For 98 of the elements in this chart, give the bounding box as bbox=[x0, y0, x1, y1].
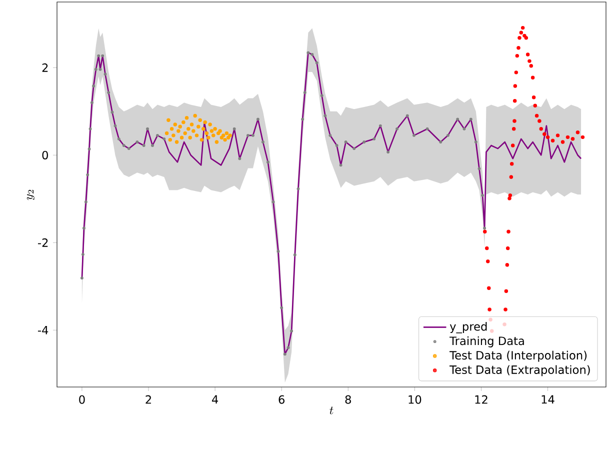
point bbox=[556, 134, 560, 138]
point bbox=[505, 263, 510, 267]
point bbox=[170, 126, 174, 131]
point bbox=[168, 138, 172, 142]
point bbox=[560, 140, 565, 144]
point bbox=[570, 137, 575, 141]
legend-label: Test Data (Interpolation) bbox=[450, 350, 587, 362]
point bbox=[182, 120, 186, 124]
x-tick-label: 14 bbox=[542, 395, 554, 404]
x-tick-label: 2 bbox=[146, 395, 151, 404]
x-tick-label: 0 bbox=[79, 395, 85, 404]
point bbox=[485, 246, 489, 250]
point bbox=[576, 130, 580, 134]
point bbox=[506, 230, 510, 234]
point bbox=[190, 122, 194, 126]
point bbox=[172, 134, 176, 138]
point bbox=[566, 135, 570, 140]
point bbox=[488, 308, 492, 312]
y-tick-label: 2 bbox=[42, 63, 48, 72]
point bbox=[487, 286, 491, 290]
point bbox=[176, 129, 180, 133]
point bbox=[539, 126, 543, 131]
point bbox=[221, 134, 226, 138]
y-tick-label: -4 bbox=[38, 326, 48, 334]
point bbox=[508, 196, 512, 200]
point bbox=[528, 59, 532, 63]
point bbox=[188, 136, 192, 140]
point bbox=[483, 230, 487, 234]
x-tick-label: 10 bbox=[408, 395, 422, 404]
point bbox=[508, 193, 512, 198]
point bbox=[164, 131, 169, 136]
point bbox=[506, 246, 510, 250]
point bbox=[529, 64, 533, 68]
point bbox=[198, 118, 202, 122]
point bbox=[203, 120, 207, 124]
point bbox=[208, 122, 212, 126]
point bbox=[210, 129, 214, 133]
point bbox=[520, 26, 525, 30]
point bbox=[183, 131, 187, 136]
x-tick-label: 8 bbox=[345, 395, 351, 404]
point bbox=[196, 124, 200, 129]
legend-label: Test Data (Extrapolation) bbox=[450, 365, 590, 376]
point bbox=[533, 104, 537, 108]
point bbox=[178, 124, 182, 129]
point bbox=[166, 118, 170, 122]
point bbox=[513, 84, 518, 88]
point bbox=[542, 132, 546, 136]
point bbox=[516, 46, 520, 50]
point bbox=[504, 308, 508, 312]
point bbox=[534, 114, 539, 118]
point bbox=[202, 126, 206, 131]
point bbox=[223, 138, 227, 142]
point bbox=[538, 119, 542, 123]
point bbox=[194, 134, 199, 138]
point bbox=[204, 131, 209, 136]
point bbox=[174, 140, 179, 144]
point bbox=[514, 70, 518, 74]
point bbox=[518, 36, 522, 40]
point bbox=[509, 175, 514, 179]
point bbox=[186, 126, 190, 131]
point bbox=[512, 119, 516, 123]
point bbox=[546, 135, 550, 140]
point bbox=[512, 98, 517, 103]
point bbox=[515, 54, 520, 58]
point bbox=[213, 126, 217, 131]
point bbox=[193, 114, 197, 118]
point bbox=[173, 122, 177, 126]
point bbox=[512, 126, 516, 131]
point bbox=[510, 144, 515, 148]
legend-label: Training Data bbox=[450, 336, 524, 348]
point bbox=[184, 116, 189, 120]
point bbox=[532, 95, 536, 100]
point bbox=[206, 136, 210, 140]
x-tick-label: 12 bbox=[475, 395, 488, 404]
point bbox=[224, 131, 229, 136]
legend-label: y_pred bbox=[450, 322, 487, 334]
point bbox=[214, 140, 219, 144]
point bbox=[218, 129, 222, 133]
point bbox=[550, 138, 555, 143]
point bbox=[228, 134, 232, 138]
point bbox=[510, 162, 514, 166]
point bbox=[504, 289, 508, 294]
point bbox=[524, 36, 528, 40]
point bbox=[519, 30, 524, 34]
point bbox=[580, 135, 585, 140]
x-axis-title: $t$ bbox=[330, 406, 334, 414]
point bbox=[530, 76, 535, 80]
y-axis-title: $y_2$ bbox=[26, 190, 35, 200]
point bbox=[200, 138, 204, 142]
point bbox=[486, 260, 490, 264]
point bbox=[212, 134, 216, 138]
x-tick-label: 4 bbox=[212, 395, 218, 404]
point bbox=[192, 129, 196, 133]
y-tick-label: 0 bbox=[42, 150, 48, 160]
x-tick-label: 6 bbox=[278, 395, 284, 404]
point bbox=[180, 136, 184, 140]
y-tick-label: -2 bbox=[38, 238, 48, 247]
point bbox=[526, 52, 530, 56]
